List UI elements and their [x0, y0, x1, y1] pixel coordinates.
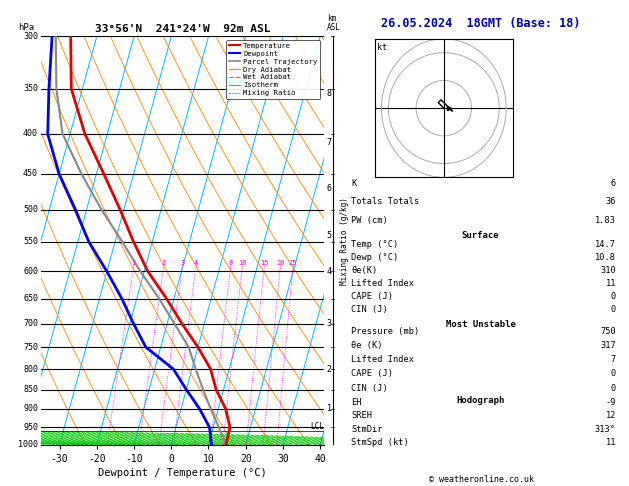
- Text: 400: 400: [23, 129, 38, 139]
- Text: 450: 450: [23, 170, 38, 178]
- Text: 14.7: 14.7: [595, 240, 616, 248]
- Text: Temp (°C): Temp (°C): [351, 240, 398, 248]
- Text: 800: 800: [23, 364, 38, 374]
- Text: kt: kt: [377, 43, 387, 52]
- Text: hPa: hPa: [18, 23, 35, 33]
- Text: LCL: LCL: [310, 422, 324, 431]
- Text: 3: 3: [327, 319, 331, 328]
- Text: 1000: 1000: [18, 440, 38, 449]
- Text: 4: 4: [327, 267, 331, 276]
- Text: 650: 650: [23, 294, 38, 303]
- Legend: Temperature, Dewpoint, Parcel Trajectory, Dry Adiabat, Wet Adiabat, Isotherm, Mi: Temperature, Dewpoint, Parcel Trajectory…: [226, 40, 320, 99]
- Text: 6: 6: [327, 184, 331, 193]
- Text: 12: 12: [606, 412, 616, 420]
- Text: K: K: [351, 179, 356, 188]
- Text: 0: 0: [611, 383, 616, 393]
- Text: 10: 10: [238, 260, 247, 266]
- Text: 10.8: 10.8: [595, 253, 616, 261]
- Text: 5: 5: [327, 231, 331, 240]
- Text: 1: 1: [131, 260, 136, 266]
- Text: PW (cm): PW (cm): [351, 216, 387, 225]
- Text: Lifted Index: Lifted Index: [351, 279, 414, 288]
- Text: StmDir: StmDir: [351, 424, 382, 434]
- Text: 300: 300: [23, 32, 38, 41]
- Text: 11: 11: [606, 279, 616, 288]
- Text: CAPE (J): CAPE (J): [351, 369, 393, 378]
- Text: 2: 2: [162, 260, 166, 266]
- Text: 7: 7: [327, 138, 331, 147]
- Text: 36: 36: [606, 197, 616, 206]
- Text: 0: 0: [611, 369, 616, 378]
- Text: θe(K): θe(K): [351, 266, 377, 275]
- Text: Pressure (mb): Pressure (mb): [351, 327, 419, 336]
- Text: 900: 900: [23, 404, 38, 414]
- Text: EH: EH: [351, 399, 362, 407]
- Text: 6: 6: [611, 179, 616, 188]
- Text: 2: 2: [327, 364, 331, 374]
- Text: 8: 8: [327, 89, 331, 98]
- Text: Dewp (°C): Dewp (°C): [351, 253, 398, 261]
- Text: 7: 7: [611, 355, 616, 364]
- Text: StmSpd (kt): StmSpd (kt): [351, 437, 409, 447]
- Text: Most Unstable: Most Unstable: [445, 320, 516, 330]
- Text: SREH: SREH: [351, 412, 372, 420]
- Text: 25: 25: [289, 260, 298, 266]
- Text: © weatheronline.co.uk: © weatheronline.co.uk: [429, 474, 533, 484]
- Text: CIN (J): CIN (J): [351, 383, 387, 393]
- Text: 750: 750: [600, 327, 616, 336]
- Text: 11: 11: [606, 437, 616, 447]
- Text: 313°: 313°: [595, 424, 616, 434]
- Text: 317: 317: [600, 341, 616, 350]
- Text: Hodograph: Hodograph: [457, 396, 504, 404]
- Text: 310: 310: [600, 266, 616, 275]
- Text: 1: 1: [327, 404, 331, 414]
- Text: 4: 4: [194, 260, 198, 266]
- X-axis label: Dewpoint / Temperature (°C): Dewpoint / Temperature (°C): [98, 468, 267, 478]
- Text: 600: 600: [23, 267, 38, 276]
- Text: 15: 15: [260, 260, 269, 266]
- Text: 750: 750: [23, 343, 38, 352]
- Text: Mixing Ratio (g/kg): Mixing Ratio (g/kg): [340, 197, 349, 284]
- Text: CAPE (J): CAPE (J): [351, 292, 393, 301]
- Text: 850: 850: [23, 385, 38, 394]
- Text: -9: -9: [606, 399, 616, 407]
- Text: 26.05.2024  18GMT (Base: 18): 26.05.2024 18GMT (Base: 18): [381, 17, 581, 30]
- Text: Surface: Surface: [462, 231, 499, 241]
- Text: km
ASL: km ASL: [327, 15, 341, 33]
- Text: 0: 0: [611, 305, 616, 314]
- Text: 20: 20: [276, 260, 285, 266]
- Text: θe (K): θe (K): [351, 341, 382, 350]
- Text: 3: 3: [181, 260, 184, 266]
- Text: 500: 500: [23, 205, 38, 214]
- Text: 950: 950: [23, 423, 38, 432]
- Text: CIN (J): CIN (J): [351, 305, 387, 314]
- Text: 350: 350: [23, 84, 38, 93]
- Title: 33°56'N  241°24'W  92m ASL: 33°56'N 241°24'W 92m ASL: [94, 24, 270, 35]
- Text: Lifted Index: Lifted Index: [351, 355, 414, 364]
- Text: Totals Totals: Totals Totals: [351, 197, 419, 206]
- Text: 1.83: 1.83: [595, 216, 616, 225]
- Text: 0: 0: [611, 292, 616, 301]
- Text: 700: 700: [23, 319, 38, 328]
- Text: 550: 550: [23, 238, 38, 246]
- Text: 8: 8: [229, 260, 233, 266]
